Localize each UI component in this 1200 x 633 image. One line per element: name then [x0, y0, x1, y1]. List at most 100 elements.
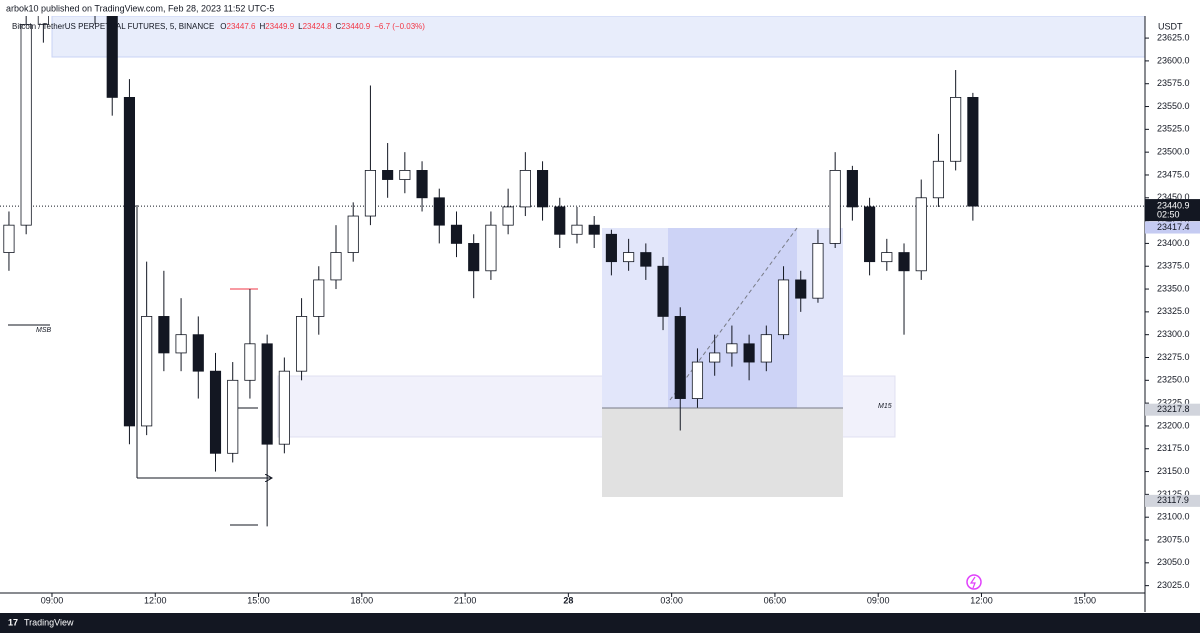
candle-body [3, 224, 15, 253]
y-tick-label: 23175.0 [1157, 443, 1190, 453]
candle-body [657, 265, 669, 317]
logo-mark[interactable]: 17 [8, 617, 18, 627]
y-tick-label: 23375.0 [1157, 261, 1190, 271]
candle-body [433, 197, 445, 226]
candle-body [123, 97, 136, 427]
event-icon[interactable] [966, 574, 982, 590]
legend-key: O [220, 22, 226, 31]
candle-body [881, 252, 893, 263]
y-tick-label: 23275.0 [1157, 352, 1190, 362]
candle-body [296, 316, 308, 372]
drawings: MSB M15 [8, 16, 1145, 590]
y-tick-label: 23350.0 [1157, 283, 1190, 293]
legend-value: 23449.9 [265, 22, 294, 31]
axes: 23025.0 23050.0 23075.0 23100.0 23125.0 23150… [41, 32, 1200, 605]
candle-body [399, 170, 411, 180]
candle-body [967, 97, 979, 207]
candle-body [330, 252, 342, 281]
last-price-tag [1145, 199, 1200, 222]
x-tick-label: 28 [563, 595, 573, 605]
candle-body [932, 160, 945, 199]
y-tick-label: 23150.0 [1157, 466, 1190, 476]
legend-value: 23447.6 [227, 22, 256, 31]
y-tick-label: 23600.0 [1157, 55, 1190, 65]
candle-body [347, 215, 359, 253]
candle-body [382, 170, 394, 180]
price-tag [1145, 221, 1200, 234]
annotation: MSB [36, 327, 52, 334]
candle-body [416, 170, 428, 199]
y-tick-label: 23625.0 [1157, 32, 1190, 42]
legend-key: H [259, 22, 265, 31]
candle-body [829, 170, 841, 244]
x-tick-label: 03:00 [660, 595, 683, 605]
price-tag-label: 23117.9 [1157, 495, 1189, 505]
y-tick-label: 23525.0 [1157, 124, 1190, 134]
candle-body [915, 197, 927, 272]
candle-body [227, 379, 239, 454]
candle-body [106, 16, 118, 98]
candle-body [158, 316, 170, 354]
price-tag-label: 23417.4 [1157, 222, 1190, 232]
publisher: arbok10 published on TradingView.com, Fe… [6, 3, 274, 13]
y-tick-label: 23125.0 [1157, 489, 1190, 499]
y-tick-label: 23450.0 [1157, 192, 1190, 202]
y-tick-label: 23200.0 [1157, 420, 1190, 430]
candle-body [278, 370, 290, 445]
y-tick-label: 23225.0 [1157, 397, 1190, 407]
candle-body [605, 233, 617, 263]
candle-body [898, 252, 910, 272]
x-tick-label: 12:00 [144, 595, 167, 605]
candle-body [261, 343, 273, 445]
candle-body [468, 243, 480, 272]
zone-box [51, 16, 1145, 58]
y-tick-label: 23075.0 [1157, 534, 1190, 544]
candle-body [950, 97, 962, 162]
candle-body [588, 224, 600, 235]
candle-body [760, 334, 772, 363]
candle-body [726, 343, 738, 354]
y-tick-label: 23100.0 [1157, 512, 1190, 522]
brand[interactable]: TradingView [24, 617, 74, 627]
y-tick-label: 23500.0 [1157, 147, 1190, 157]
price-tag-label: 23217.8 [1157, 404, 1190, 414]
candle-body [450, 224, 463, 244]
y-tick-label: 23575.0 [1157, 78, 1190, 88]
x-tick-label: 09:00 [867, 595, 890, 605]
y-tick-label: 23325.0 [1157, 306, 1190, 316]
candle-body [812, 243, 824, 299]
candle-body [674, 316, 686, 399]
event-icon-bolt [969, 576, 976, 589]
candle-body [244, 343, 256, 381]
y-tick-label: 23025.0 [1157, 580, 1190, 590]
price-tag [1145, 403, 1200, 416]
candle-body [743, 343, 755, 363]
x-tick-label: 09:00 [41, 595, 64, 605]
x-tick-label: 12:00 [970, 595, 993, 605]
candle-body [536, 170, 549, 208]
legend-change: −6.7 (−0.03%) [374, 22, 425, 31]
candle-body [175, 334, 187, 354]
x-tick-label: 21:00 [454, 595, 477, 605]
candle-body [141, 316, 153, 427]
candle-body [209, 370, 222, 454]
x-tick-label: 18:00 [351, 595, 374, 605]
candle-body [795, 279, 807, 299]
y-tick-label: 23550.0 [1157, 101, 1190, 111]
candle-body [313, 279, 325, 317]
candle-body [623, 252, 635, 263]
path-line [669, 227, 798, 401]
candles [3, 16, 979, 527]
candle-body [519, 170, 531, 208]
candle-body [640, 252, 652, 267]
x-tick-label: 15:00 [1073, 595, 1096, 605]
footer [0, 613, 1200, 633]
annotation: M15 [878, 403, 892, 410]
candle-body [709, 352, 721, 363]
position-fill [668, 228, 797, 408]
y-tick-label: 23300.0 [1157, 329, 1190, 339]
legend-value: 23440.9 [341, 22, 370, 31]
candle-body [777, 279, 790, 336]
